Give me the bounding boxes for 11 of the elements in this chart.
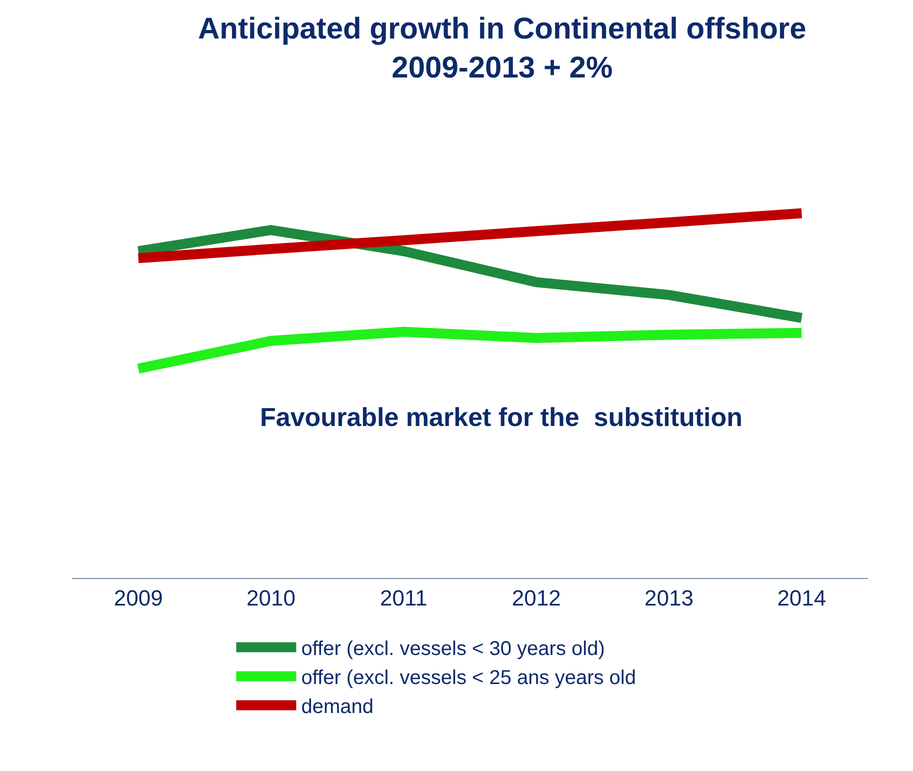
x-tick-label: 2014 [777,585,826,610]
annotation: Favourable market for the substitution [260,402,743,432]
x-tick-label: 2009 [114,585,163,610]
x-tick-label: 2013 [644,585,694,610]
x-tick-label: 2010 [246,585,296,610]
x-tick-label: 2011 [380,585,428,610]
x-tick-label: 2012 [512,585,561,610]
legend-label: offer (excl. vessels < 25 ans years old [301,667,636,690]
legend-label: offer (excl. vessels < 30 years old) [301,638,605,660]
legend-label: demand [301,696,374,718]
chart-title: Anticipated growth in Continental offshore 2009-2013 + 2% [198,12,806,85]
